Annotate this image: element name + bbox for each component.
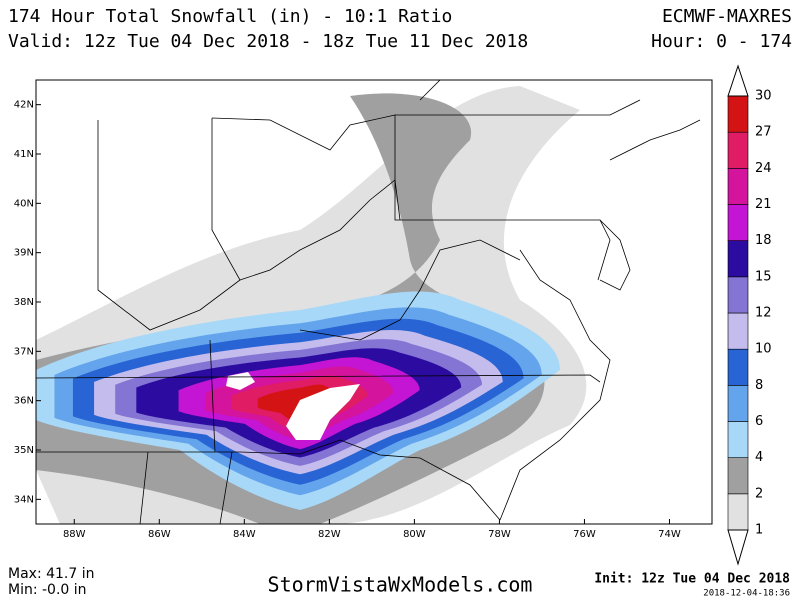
lat-label: 40N (14, 198, 34, 209)
max-value: Max: 41.7 in (8, 566, 95, 582)
map (36, 80, 712, 524)
colorbar-swatch (727, 240, 749, 278)
colorbar-swatch (727, 95, 749, 133)
colorbar-swatch (727, 348, 749, 386)
colorbar-swatch (727, 276, 749, 314)
lat-label: 37N (14, 346, 34, 357)
min-value: Min: -0.0 in (8, 582, 87, 598)
lat-label: 38N (14, 297, 34, 308)
colorbar-swatch (727, 421, 749, 458)
lon-label: 78W (488, 529, 511, 540)
lat-label: 42N (14, 100, 34, 111)
colorbar-swatch (727, 131, 749, 169)
colorbar-label: 8 (755, 378, 763, 393)
colorbar-swatch (727, 493, 749, 531)
colorbar-label: 27 (755, 125, 772, 140)
lat-label: 34N (14, 494, 34, 505)
colorbar-arrow (727, 64, 749, 97)
colorbar-label: 10 (755, 342, 772, 357)
valid-time: Valid: 12z Tue 04 Dec 2018 - 18z Tue 11 … (8, 31, 528, 52)
lon-label: 86W (148, 529, 171, 540)
forecast-hour: Hour: 0 - 174 (651, 31, 792, 52)
colorbar-swatch (727, 312, 749, 350)
colorbar-label: 4 (755, 450, 763, 465)
lat-label: 41N (14, 149, 34, 160)
lat-label: 39N (14, 248, 34, 259)
lon-label: 84W (233, 529, 256, 540)
colorbar-swatch (727, 168, 749, 205)
lat-label: 36N (14, 396, 34, 407)
colorbar-arrow (727, 529, 749, 566)
lat-label: 35N (14, 445, 34, 456)
colorbar-label: 24 (755, 161, 772, 176)
timestamp: 2018-12-04-18:36 (703, 589, 790, 599)
lon-label: 88W (63, 529, 86, 540)
model-name: ECMWF-MAXRES (662, 6, 792, 27)
init-time: Init: 12z Tue 04 Dec 2018 (594, 572, 790, 587)
max-area (286, 384, 360, 440)
colorbar-swatch (727, 457, 749, 495)
lon-label: 80W (403, 529, 426, 540)
lon-label: 74W (658, 529, 681, 540)
borders (36, 80, 701, 524)
colorbar-label: 1 (755, 523, 763, 538)
colorbar-label: 21 (755, 197, 772, 212)
lon-label: 82W (318, 529, 341, 540)
colorbar-label: 15 (755, 269, 772, 284)
colorbar-swatch (727, 385, 749, 422)
colorbar-label: 30 (755, 89, 772, 104)
lon-label: 76W (573, 529, 596, 540)
colorbar-label: 6 (755, 414, 763, 429)
colorbar-label: 2 (755, 486, 763, 501)
colorbar-swatch (727, 204, 749, 241)
title: 174 Hour Total Snowfall (in) - 10:1 Rati… (8, 6, 452, 27)
colorbar-label: 12 (755, 306, 772, 321)
site-name: StormVistaWxModels.com (268, 573, 533, 597)
colorbar-label: 18 (755, 233, 772, 248)
